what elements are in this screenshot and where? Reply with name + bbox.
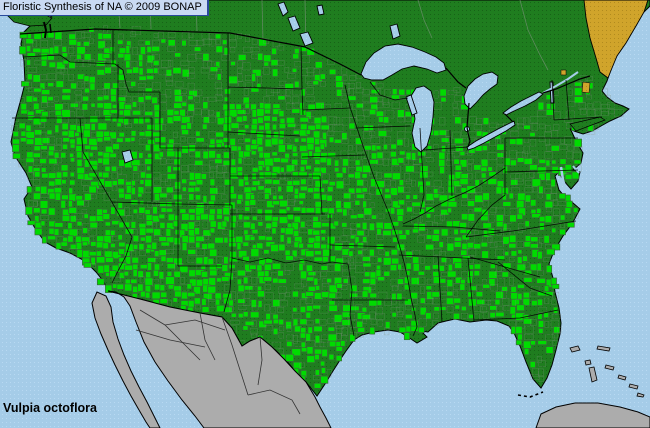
long-island [569,116,606,132]
national-borders [19,21,591,148]
adventive-gold-region [560,0,649,94]
state-borders [12,30,603,337]
outside-range-land [91,290,650,428]
map-title-box: Floristic Synthesis of NA © 2009 BONAP [0,0,209,16]
species-name-label: Vulpia octoflora [3,401,97,415]
us-county-mosaic [11,25,624,389]
map-title-text: Floristic Synthesis of NA © 2009 BONAP [3,1,202,13]
